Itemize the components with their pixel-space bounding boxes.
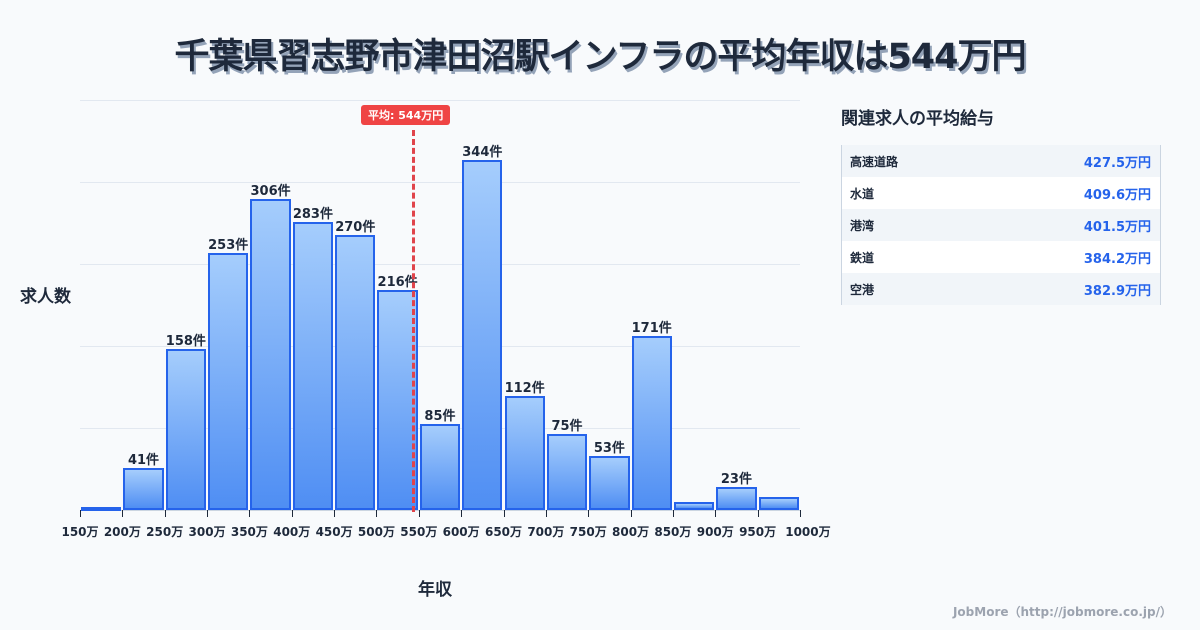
- x-tick-label: 600万: [442, 525, 480, 539]
- bar-value-label: 270件: [335, 220, 376, 235]
- histogram-bar: [208, 253, 249, 510]
- related-salary-table: 高速道路 427.5万円 水道 409.6万円 港湾 401.5万円 鉄道 384.2万…: [841, 145, 1161, 305]
- x-tick: [291, 510, 293, 517]
- bar-value-label: 112件: [504, 381, 545, 396]
- bar-value-label: 283件: [292, 207, 333, 222]
- x-tick: [545, 510, 547, 517]
- histogram-bar: [546, 434, 588, 510]
- x-tick-label: 500万: [357, 525, 395, 539]
- gridline: [80, 346, 800, 347]
- x-tick: [249, 510, 251, 517]
- x-tick-label: 200万: [103, 525, 141, 539]
- histogram-bar: [589, 456, 630, 510]
- x-tick-label: 800万: [612, 525, 650, 539]
- table-row: 空港 382.9万円: [842, 273, 1160, 305]
- x-tick-label: 850万: [654, 525, 692, 539]
- bar-value-label: 158件: [165, 334, 206, 349]
- x-tick-label: 700万: [527, 525, 565, 539]
- x-tick-label: 750万: [569, 525, 607, 539]
- x-tick-label: 950万: [739, 525, 777, 539]
- histogram-bar: [504, 396, 545, 510]
- x-tick-label: 150万: [61, 525, 99, 539]
- gridline: [80, 182, 800, 183]
- x-tick: [122, 510, 124, 517]
- bar-value-label: 306件: [250, 184, 291, 199]
- histogram-bar: [377, 290, 418, 510]
- bar-value-label: 75件: [551, 419, 583, 434]
- job-name: 空港: [850, 282, 875, 297]
- job-name: 鉄道: [850, 250, 875, 265]
- x-tick: [630, 510, 632, 517]
- x-tick-label: 350万: [230, 525, 268, 539]
- histogram-bar: [81, 507, 122, 511]
- bar-value-label: 253件: [208, 238, 249, 253]
- bar-value-label: 171件: [631, 321, 672, 336]
- x-axis: [80, 510, 800, 511]
- x-tick-label: 400万: [273, 525, 311, 539]
- x-tick: [715, 510, 717, 517]
- histogram-bar: [250, 199, 291, 510]
- job-name: 高速道路: [850, 154, 899, 169]
- table-row: 高速道路 427.5万円: [842, 145, 1160, 177]
- x-tick: [80, 510, 81, 517]
- x-tick-label: 300万: [188, 525, 226, 539]
- x-tick: [334, 510, 336, 517]
- job-salary: 427.5万円: [1083, 155, 1151, 171]
- histogram-bar: [292, 222, 334, 510]
- page-title: 千葉県習志野市津田沼駅インフラの平均年収は544万円: [174, 37, 1026, 77]
- histogram-bar: [462, 160, 503, 510]
- histogram-bar: [335, 235, 376, 510]
- bar-value-label: 53件: [593, 441, 625, 456]
- x-tick-label: 450万: [315, 525, 353, 539]
- histogram-bar: [716, 487, 757, 510]
- x-axis-label: 年収: [418, 580, 452, 600]
- x-tick: [461, 510, 463, 517]
- x-tick: [418, 510, 420, 517]
- gridline: [80, 100, 800, 101]
- x-tick: [164, 510, 166, 517]
- histogram-bar: [673, 502, 715, 510]
- table-row: 港湾 401.5万円: [842, 209, 1160, 241]
- x-tick: [757, 510, 759, 517]
- bar-value-label: 216件: [377, 275, 418, 290]
- x-tick: [799, 510, 801, 517]
- bar-value-label: 41件: [127, 453, 160, 468]
- histogram-bar: [631, 336, 672, 510]
- bar-value-label: 23件: [720, 472, 752, 487]
- job-salary: 384.2万円: [1083, 251, 1151, 267]
- x-tick: [503, 510, 505, 517]
- histogram-bar: [165, 349, 207, 510]
- bar-value-label: 344件: [462, 145, 503, 160]
- job-salary: 401.5万円: [1083, 219, 1151, 235]
- job-name: 水道: [850, 186, 875, 201]
- x-tick-label: 550万: [400, 525, 438, 539]
- table-row: 水道 409.6万円: [842, 177, 1160, 209]
- job-salary: 409.6万円: [1083, 187, 1151, 203]
- histogram-bar: [123, 468, 164, 510]
- y-axis-label: 求人数: [20, 287, 71, 307]
- job-name: 港湾: [850, 218, 875, 233]
- job-salary: 382.9万円: [1083, 283, 1151, 299]
- x-tick: [376, 510, 378, 517]
- table-row: 鉄道 384.2万円: [842, 241, 1160, 273]
- x-tick-label: 900万: [696, 525, 734, 539]
- x-tick: [588, 510, 590, 517]
- x-tick: [672, 510, 674, 517]
- footer-credit: JobMore（http://jobmore.co.jp/）: [952, 605, 1172, 619]
- average-line: [412, 130, 415, 512]
- x-tick-label: 650万: [484, 525, 523, 539]
- related-salary-title: 関連求人の平均給与: [841, 109, 994, 129]
- average-badge: 平均: 544万円: [361, 105, 451, 125]
- bar-value-label: 85件: [424, 409, 456, 424]
- x-tick-label: 250万: [146, 525, 184, 539]
- x-tick-label: 1000万: [785, 525, 831, 539]
- histogram-chart: 求人数 年収 41件 158件 253件 306件 283件 270件 216件 85件 344…: [20, 100, 831, 600]
- histogram-bar: [758, 497, 799, 510]
- x-tick: [207, 510, 209, 517]
- gridline: [80, 264, 800, 265]
- histogram-bar: [419, 424, 461, 510]
